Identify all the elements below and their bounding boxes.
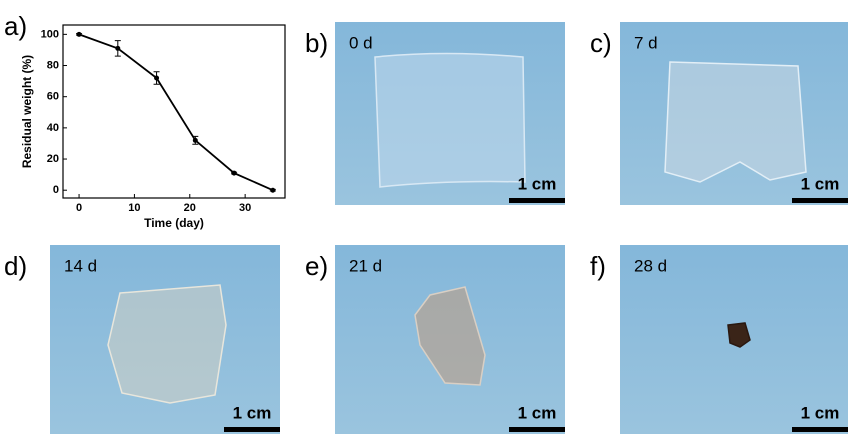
- x-tick-label: 20: [184, 202, 196, 214]
- panel-label: e): [305, 251, 328, 281]
- data-line: [78, 33, 274, 192]
- y-tick-label: 60: [47, 91, 59, 103]
- panel-label: d): [4, 251, 27, 281]
- data-point: [192, 137, 198, 143]
- day-label: 14 d: [64, 256, 97, 275]
- x-tick-label: 0: [76, 202, 82, 214]
- y-tick-label: 80: [47, 59, 59, 71]
- x-tick-label: 10: [128, 202, 140, 214]
- specimen: [727, 322, 751, 348]
- panel-label: c): [590, 28, 612, 58]
- y-tick-label: 40: [47, 122, 59, 134]
- scale-label: 1 cm: [233, 403, 272, 422]
- panel-label: f): [590, 251, 606, 281]
- x-axis-label: Time (day): [144, 216, 204, 230]
- scale-bar: [509, 198, 565, 203]
- data-point: [231, 170, 237, 176]
- scale-bar: [792, 427, 848, 432]
- specimen: [107, 284, 227, 404]
- scale-bar: [509, 427, 565, 432]
- scale-label: 1 cm: [518, 403, 557, 422]
- specimen: [414, 286, 486, 386]
- y-tick-label: 20: [47, 153, 59, 165]
- data-point: [76, 31, 82, 37]
- day-label: 28 d: [634, 256, 667, 275]
- data-point: [270, 187, 276, 193]
- panel-label: b): [305, 28, 328, 58]
- panel-label: a): [4, 11, 27, 41]
- y-tick-label: 0: [53, 184, 59, 196]
- data-point: [115, 45, 121, 51]
- scale-label: 1 cm: [518, 174, 557, 193]
- scale-bar: [792, 198, 848, 203]
- scale-label: 1 cm: [801, 403, 840, 422]
- y-axis-label: Residual weight (%): [20, 55, 34, 168]
- day-label: 0 d: [349, 33, 373, 52]
- specimen: [664, 61, 807, 183]
- data-point: [154, 75, 160, 81]
- y-tick-label: 100: [41, 28, 59, 40]
- plot-frame: [62, 24, 286, 199]
- specimen: [374, 52, 526, 188]
- day-label: 21 d: [349, 256, 382, 275]
- day-label: 7 d: [634, 33, 658, 52]
- x-tick-label: 30: [239, 202, 251, 214]
- scale-bar: [224, 427, 280, 432]
- scale-label: 1 cm: [801, 174, 840, 193]
